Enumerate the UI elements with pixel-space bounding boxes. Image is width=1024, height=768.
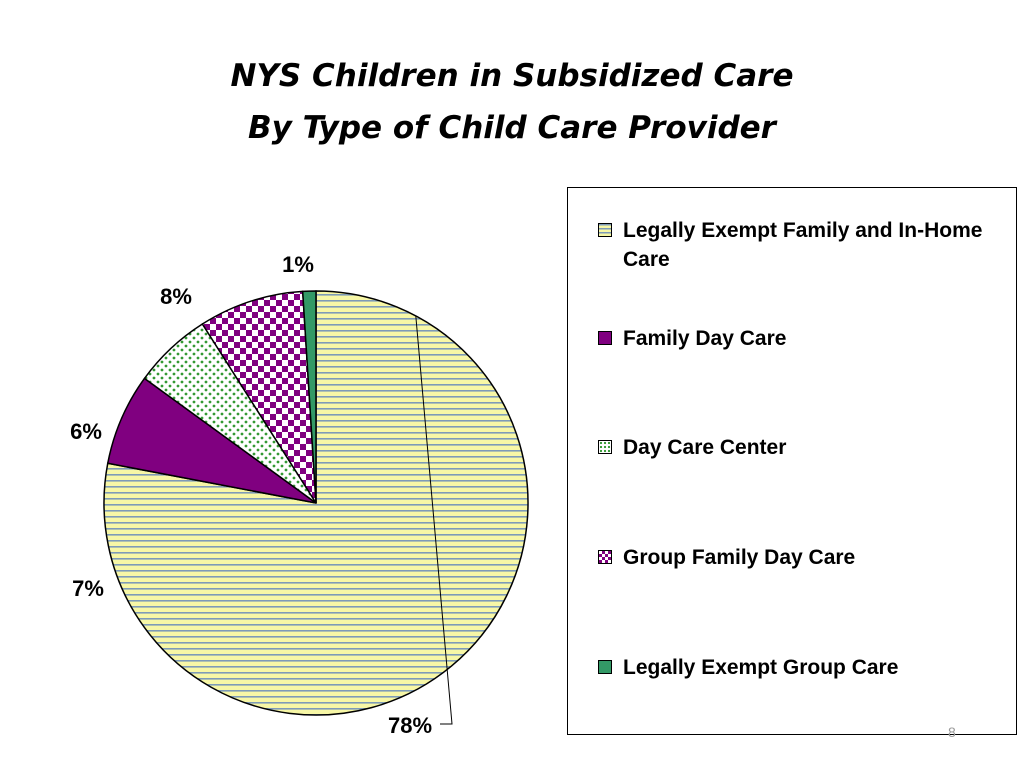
legend-swatch	[598, 440, 612, 454]
legend-item-group-family-day-care: Group Family Day Care	[598, 543, 998, 572]
leader-line	[415, 315, 453, 725]
chart-title-line-2: By Type of Child Care Provider	[248, 110, 776, 146]
page-number: 8	[948, 724, 956, 740]
legend-item-day-care-center: Day Care Center	[598, 433, 998, 462]
chart-title: NYS Children in Subsidized Care By Type …	[0, 50, 1024, 154]
legend-label: Group Family Day Care	[623, 546, 856, 569]
legend: Legally Exempt Family and In-Home Care F…	[567, 187, 1017, 735]
pie-slice-group-family-day-care	[201, 290, 317, 504]
data-label-legally-exempt-group-care: 1%	[282, 252, 314, 277]
data-label-family-day-care: 7%	[72, 576, 104, 601]
data-label-day-care-center: 6%	[70, 419, 102, 444]
legend-label: Day Care Center	[623, 436, 787, 459]
legend-swatch	[598, 550, 612, 564]
pie-slice-legally-exempt-group-care	[301, 290, 317, 504]
legend-item-legally-exempt-family: Legally Exempt Family and In-Home Care	[598, 216, 998, 274]
pie-slice-legally-exempt-family-and-in-home-care	[103, 290, 529, 716]
legend-swatch	[598, 331, 612, 345]
legend-label: Legally Exempt Group Care	[623, 656, 899, 679]
legend-item-legally-exempt-group-care: Legally Exempt Group Care	[598, 653, 998, 682]
legend-item-family-day-care: Family Day Care	[598, 324, 998, 353]
legend-label: Family Day Care	[623, 327, 787, 350]
data-label-legally-exempt-family-and-in-home-care: 78%	[388, 713, 432, 738]
chart-title-line-1: NYS Children in Subsidized Care	[230, 58, 794, 94]
legend-label: Legally Exempt Family and In-Home Care	[623, 219, 983, 271]
legend-swatch	[598, 660, 612, 674]
legend-swatch	[598, 223, 612, 237]
data-label-group-family-day-care: 8%	[160, 284, 192, 309]
